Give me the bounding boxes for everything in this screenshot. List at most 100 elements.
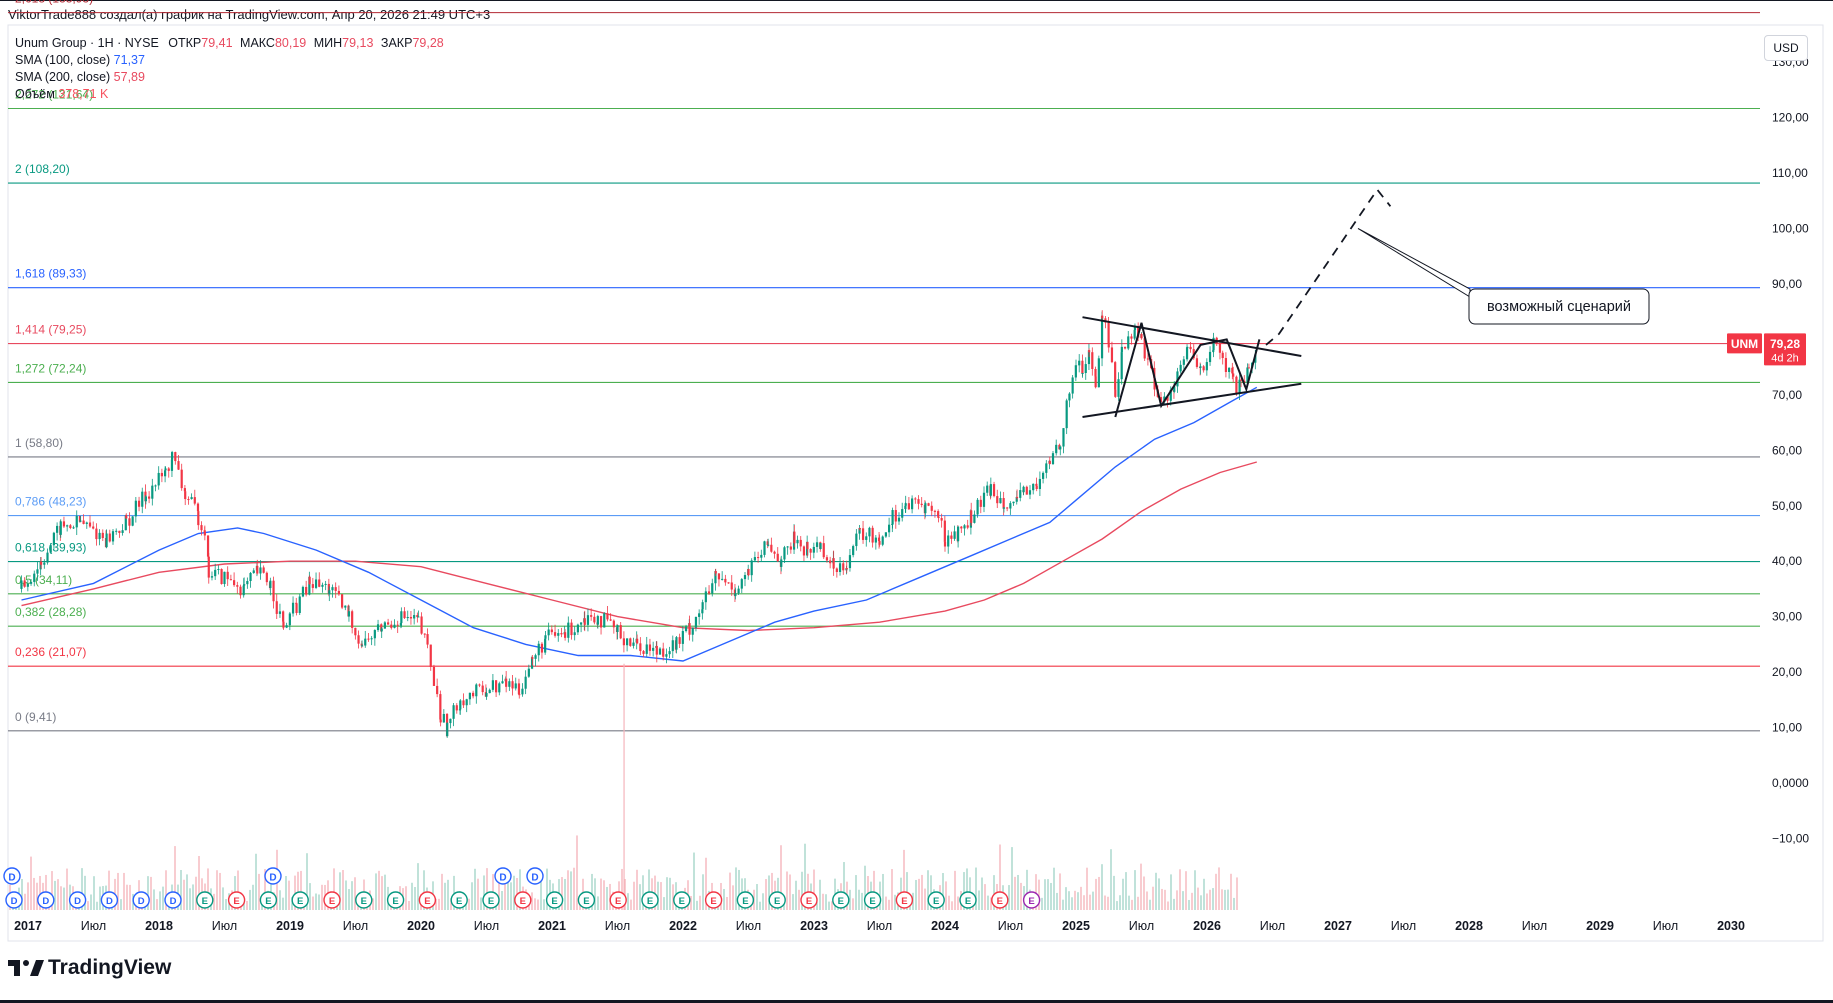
- earnings-marker-icon[interactable]: [832, 891, 850, 909]
- candle-body: [537, 643, 540, 656]
- dividend-marker-icon[interactable]: [264, 867, 282, 885]
- earnings-marker-icon[interactable]: [800, 891, 818, 909]
- earnings-marker-icon[interactable]: [927, 891, 945, 909]
- candle-body: [783, 547, 786, 560]
- candle-body: [1068, 393, 1071, 401]
- earnings-marker-icon[interactable]: [959, 891, 977, 909]
- candle-body: [976, 499, 979, 515]
- candle-body: [171, 452, 174, 460]
- candle-body: [652, 647, 655, 651]
- dividend-marker-icon[interactable]: [3, 867, 21, 885]
- candle-body: [891, 510, 894, 524]
- candle-body: [1133, 325, 1137, 331]
- candle-body: [655, 645, 658, 655]
- sma100-row[interactable]: SMA (100, close) 71,37: [15, 52, 444, 69]
- tradingview-logo[interactable]: TradingView: [8, 956, 171, 980]
- earnings-marker-icon[interactable]: [450, 891, 468, 909]
- candle-body: [328, 590, 331, 595]
- candle-body: [141, 491, 144, 507]
- dividend-marker-icon[interactable]: [164, 891, 182, 909]
- candle-body: [1231, 367, 1234, 374]
- earnings-marker-icon[interactable]: [704, 891, 723, 909]
- earnings-marker-icon[interactable]: [259, 891, 278, 909]
- dividend-marker-icon[interactable]: [5, 891, 23, 909]
- triangle-upper-line[interactable]: [1082, 316, 1302, 357]
- sma200-row[interactable]: SMA (200, close) 57,89: [15, 69, 444, 86]
- earnings-marker-icon[interactable]: [1022, 891, 1041, 909]
- earnings-marker-icon[interactable]: [514, 891, 532, 909]
- candle-body: [446, 723, 449, 737]
- scenario-dashed-path[interactable]: [1265, 188, 1392, 346]
- triangle-lower-line[interactable]: [1082, 382, 1302, 418]
- candle-body: [452, 705, 455, 719]
- candle-body: [403, 611, 406, 619]
- candle-body: [508, 681, 511, 687]
- callout-box[interactable]: [1468, 288, 1650, 325]
- candle-body: [357, 635, 360, 644]
- earnings-marker-icon[interactable]: [641, 891, 659, 909]
- dividend-marker-icon[interactable]: [37, 891, 55, 909]
- candle-body: [305, 586, 308, 595]
- candle-body: [1212, 337, 1215, 351]
- earnings-marker-icon[interactable]: [577, 891, 596, 909]
- candle-body: [56, 525, 59, 533]
- candle-body: [337, 590, 340, 595]
- dividend-marker-icon[interactable]: [132, 891, 150, 909]
- wave-zigzag-line[interactable]: [1114, 322, 1261, 418]
- candle-body: [540, 643, 544, 653]
- earnings-marker-icon[interactable]: [991, 891, 1009, 909]
- candle-body: [550, 629, 553, 633]
- dividend-marker-icon[interactable]: [526, 867, 544, 885]
- price-badge[interactable]: [1764, 333, 1806, 366]
- callout-text: возможный сценарий: [1487, 299, 1631, 315]
- earnings-marker-icon[interactable]: [673, 891, 691, 909]
- candle-body: [183, 488, 186, 492]
- candle-body: [973, 514, 976, 523]
- earnings-marker-icon[interactable]: [736, 891, 755, 909]
- earnings-marker-icon[interactable]: [545, 891, 564, 909]
- earnings-marker-icon[interactable]: [386, 891, 405, 909]
- earnings-marker-icon[interactable]: [323, 891, 341, 909]
- x-axis-tick-label: 2028: [1455, 919, 1483, 933]
- volume-row[interactable]: Объём 378,71 K: [15, 86, 444, 103]
- ticker-badge[interactable]: [1727, 333, 1762, 354]
- dividend-marker-icon[interactable]: [68, 891, 87, 909]
- candle-body: [29, 581, 33, 584]
- candle-body: [576, 624, 579, 633]
- candle-body: [838, 563, 842, 573]
- earnings-marker-icon[interactable]: [895, 891, 914, 909]
- ohlc-close-label: ЗАКР: [380, 36, 413, 50]
- event-marker-letter: E: [297, 896, 303, 907]
- earnings-marker-icon[interactable]: [355, 891, 373, 909]
- candle-body: [413, 615, 416, 619]
- earnings-marker-icon[interactable]: [609, 891, 627, 909]
- candle-body: [301, 586, 305, 597]
- candle-body: [753, 557, 756, 561]
- earnings-marker-icon[interactable]: [291, 891, 309, 909]
- dividend-marker-icon[interactable]: [494, 867, 512, 885]
- candle-body: [314, 579, 318, 588]
- earnings-marker-icon[interactable]: [227, 891, 246, 909]
- event-marker-letter: E: [583, 896, 589, 907]
- candle-body: [531, 657, 534, 659]
- publish-info: ViktorTrade888 создал(а) график на Tradi…: [8, 7, 491, 22]
- x-axis-tick-label: 2017: [14, 919, 42, 933]
- candle-body: [750, 560, 753, 576]
- dividend-marker-icon[interactable]: [100, 891, 119, 909]
- earnings-marker-icon[interactable]: [768, 891, 786, 909]
- currency-button[interactable]: USD: [1764, 35, 1808, 61]
- earnings-marker-icon[interactable]: [196, 891, 214, 909]
- earnings-marker-icon[interactable]: [482, 891, 500, 909]
- candle-body: [180, 469, 183, 489]
- candle-body: [865, 536, 868, 540]
- earnings-marker-icon[interactable]: [863, 891, 882, 909]
- earnings-marker-icon[interactable]: [418, 891, 437, 909]
- candle-body: [207, 556, 210, 578]
- candle-body: [36, 569, 39, 574]
- event-marker-letter: E: [520, 896, 526, 907]
- y-axis-tick-label: −10,00: [1772, 831, 1809, 845]
- event-marker-letter: E: [933, 896, 939, 907]
- symbol-row[interactable]: Unum Group · 1H · NYSE ОТКР79,41 МАКС80,…: [15, 35, 444, 52]
- candle-body: [295, 603, 298, 613]
